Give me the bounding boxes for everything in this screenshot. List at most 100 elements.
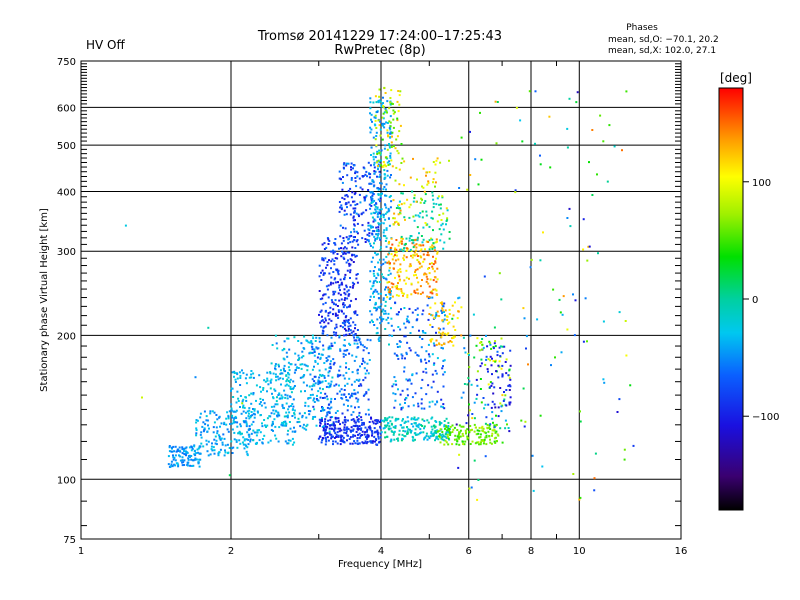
echo-point [336, 270, 339, 273]
echo-point [416, 259, 419, 261]
echo-point [199, 433, 202, 436]
echo-point [337, 427, 340, 430]
echo-point [398, 168, 401, 171]
echo-point [274, 363, 277, 366]
echo-point [384, 109, 387, 112]
echo-point [427, 282, 430, 285]
echo-point [579, 496, 582, 499]
echo-point [444, 314, 446, 317]
echo-point [427, 267, 429, 270]
echo-point [384, 212, 387, 215]
echo-point [339, 293, 342, 296]
echo-point [413, 194, 416, 197]
echo-point [187, 457, 190, 460]
echo-point [340, 242, 343, 245]
echo-point [384, 194, 386, 197]
y-tick-label: 750 [57, 57, 76, 68]
echo-point [338, 374, 340, 377]
echo-point [387, 422, 390, 425]
echo-point [286, 337, 289, 340]
echo-point [356, 329, 359, 331]
echo-point [319, 424, 321, 427]
echo-point [618, 398, 621, 401]
echo-point [310, 345, 313, 348]
echo-point [382, 234, 385, 237]
echo-point [331, 376, 334, 379]
echo-point [430, 338, 433, 341]
echo-point [383, 86, 386, 89]
echo-point [493, 440, 496, 443]
echo-point [382, 123, 385, 126]
echo-point [371, 179, 374, 182]
echo-point [441, 303, 444, 306]
echo-point [444, 433, 447, 436]
echo-point [352, 330, 355, 333]
echo-point [350, 234, 353, 237]
echo-point [382, 216, 385, 219]
echo-point [469, 425, 472, 427]
echo-point [406, 379, 409, 382]
echo-point [206, 419, 209, 422]
echo-point [230, 409, 233, 412]
echo-point [181, 446, 184, 449]
echo-point [254, 431, 257, 434]
echo-point [230, 407, 233, 410]
echo-point [573, 334, 576, 337]
echo-point [411, 396, 414, 399]
echo-point [181, 452, 184, 455]
echo-point [213, 452, 216, 455]
echo-point [327, 411, 330, 414]
echo-point [326, 436, 329, 439]
echo-point [504, 394, 507, 397]
x-tick-label: 8 [528, 546, 534, 557]
echo-point [224, 444, 227, 447]
echo-point [277, 412, 280, 415]
echo-point [427, 353, 430, 356]
echo-point [413, 274, 415, 277]
echo-point [443, 443, 446, 446]
echo-point [390, 146, 393, 148]
echo-point [328, 412, 331, 414]
echo-point [387, 207, 390, 210]
echo-point [239, 425, 242, 428]
echo-point [239, 442, 242, 445]
echo-point [392, 118, 395, 121]
echo-point [376, 443, 378, 446]
echo-point [259, 386, 262, 389]
echo-point [253, 409, 256, 412]
echo-point [252, 439, 255, 442]
echo-point [409, 332, 412, 334]
echo-point [289, 386, 292, 388]
echo-point [248, 417, 251, 420]
echo-point [442, 406, 444, 409]
echo-point [361, 362, 363, 365]
echo-point [242, 410, 245, 413]
echo-point [333, 303, 336, 306]
echo-point [391, 258, 394, 261]
echo-point [272, 372, 275, 375]
echo-point [346, 174, 349, 177]
echo-point [226, 428, 229, 431]
echo-point [278, 365, 280, 368]
echo-point [216, 418, 219, 421]
echo-point [449, 434, 452, 436]
echo-point [406, 296, 409, 299]
echo-point [325, 438, 328, 441]
echo-point [440, 437, 443, 440]
echo-point [422, 260, 425, 263]
echo-point [284, 420, 287, 423]
echo-point [359, 186, 362, 189]
echo-point [428, 405, 431, 408]
echo-point [188, 446, 191, 449]
echo-point [347, 399, 350, 402]
echo-point [408, 206, 411, 209]
echo-point [426, 295, 429, 298]
echo-point [487, 383, 490, 386]
echo-point [292, 398, 295, 401]
echo-point [328, 407, 331, 410]
echo-point [491, 411, 494, 414]
echo-point [170, 463, 173, 466]
echo-point [494, 441, 497, 444]
echo-point [446, 217, 449, 220]
echo-point [451, 337, 454, 340]
